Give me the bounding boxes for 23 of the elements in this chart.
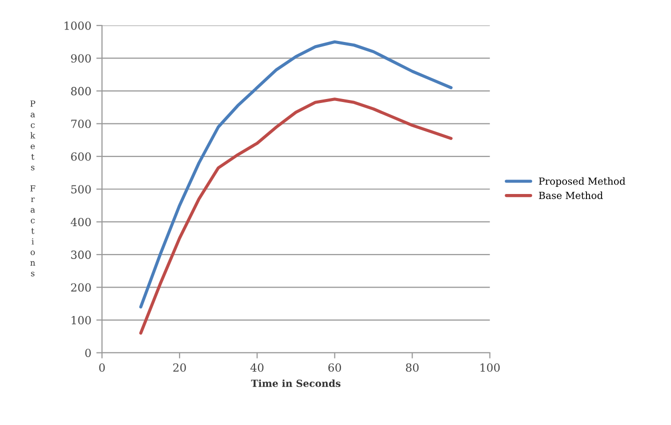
x-tick-label: 80 [406,363,419,372]
y-tick-label: 800 [71,86,91,96]
x-tick-label: 20 [173,363,186,372]
legend-label: Proposed Method [538,177,626,187]
line-series [139,40,453,308]
x-axis-title: Time in Seconds [251,379,340,387]
y-tick-label: 900 [71,54,91,63]
y-tick-label: 200 [71,283,91,292]
x-tick-label: 100 [480,363,500,372]
x-tick-label: 40 [250,363,264,372]
y-tick-label: 100 [72,316,91,324]
y-tick-label: 0 [85,348,91,358]
y-tick-label: 400 [70,218,91,226]
y-tick-label: 1000 [64,21,91,30]
text: Packets Fractions [30,100,36,276]
y-tick-label: 700 [71,120,91,128]
x-tick-label: 0 [99,363,105,372]
x-tick-label: 60 [328,363,342,372]
y-tick-label: 600 [71,152,91,161]
line-series [139,98,453,335]
y-tick-label: 500 [71,185,91,194]
legend-label: Base Method [538,192,603,200]
y-tick-label: 300 [71,250,91,259]
